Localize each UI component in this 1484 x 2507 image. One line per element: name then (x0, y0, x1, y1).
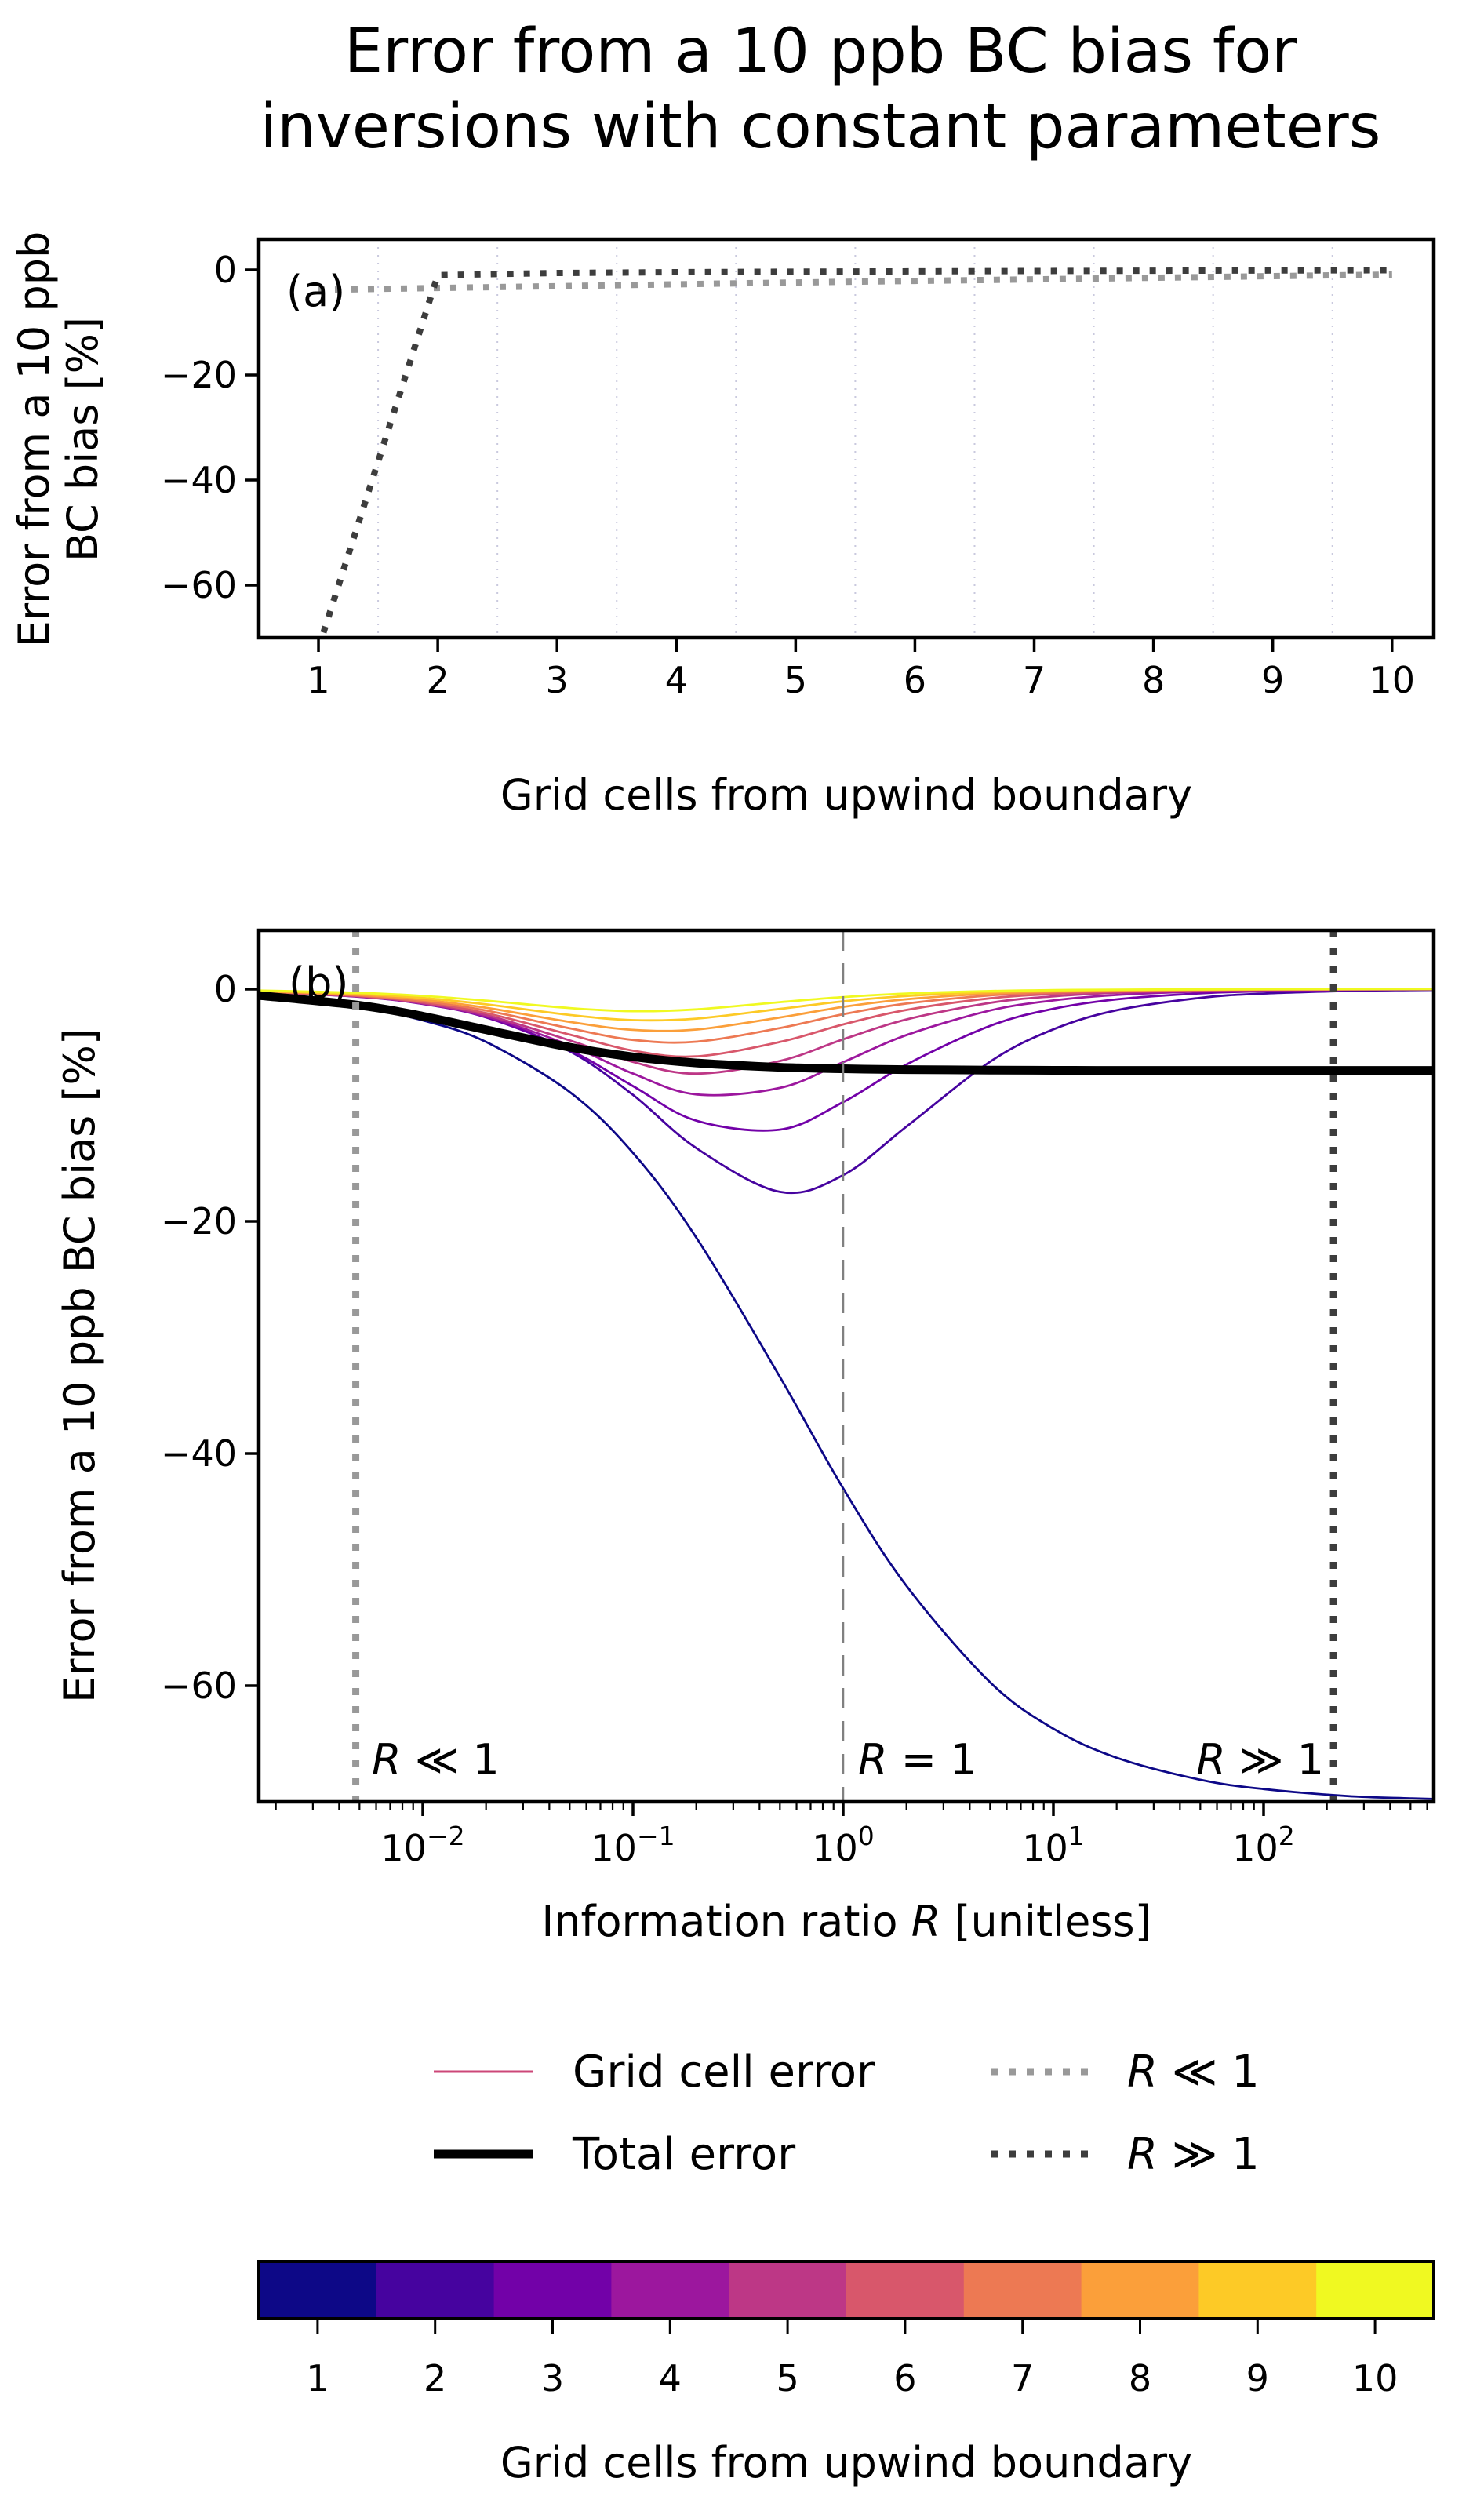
annotation-r-much-less: R ≪ 1 (372, 1735, 500, 1785)
panel-a-xlabel: Grid cells from upwind boundary (500, 770, 1192, 820)
colorbar-segment-7 (963, 2261, 1082, 2319)
colorbar-tick-label: 4 (659, 2357, 682, 2400)
panel-b-x-tick-label: 10−1 (591, 1821, 675, 1869)
panel-b-x-tick-label: 101 (1022, 1821, 1085, 1869)
colorbar-tick-label: 3 (541, 2357, 564, 2400)
panel-b-curve-cell-3 (259, 988, 1434, 1132)
colorbar-segment-4 (611, 2261, 729, 2319)
figure-title-line2: inversions with constant parameters (260, 92, 1381, 162)
colorbar-segment-9 (1198, 2261, 1317, 2319)
colorbar-tick-label: 2 (424, 2357, 446, 2400)
panel-a-gridlines (377, 239, 1333, 638)
colorbar-tick-label: 9 (1246, 2357, 1269, 2400)
panel-a-frame (256, 237, 1436, 640)
colorbar-border (257, 2260, 1435, 2320)
annotation-r-equals-1: R = 1 (858, 1735, 977, 1785)
panel-b-reference-lines (352, 930, 1337, 1802)
panel-a-ylabel-line2: BC bias [%] (58, 317, 107, 562)
panel-a-series (318, 267, 1392, 638)
panel-a-border (256, 237, 1436, 640)
panel-b-curve-cell-1 (259, 995, 1434, 1800)
panel-a-ticks: 1 2 3 4 5 6 7 8 9 10 0 −20 −40 −60 (161, 249, 1415, 701)
panel-a-x-tick-label: 5 (784, 659, 807, 701)
panel-b-y-tick-label: −60 (161, 1665, 237, 1707)
legend-grid-cell-error-label: Grid cell error (573, 2047, 875, 2098)
panel-a-x-tick-label: 10 (1369, 659, 1415, 701)
panel-b-frame (256, 928, 1436, 1804)
panel-a-x-tick-label: 4 (665, 659, 688, 701)
panel-a-x-tick-label: 9 (1261, 659, 1284, 701)
panel-a-y-tick-label: 0 (214, 249, 237, 291)
panel-a-x-tick-label: 1 (307, 659, 329, 701)
panel-b-x-tick-label: 10−2 (380, 1821, 464, 1869)
colorbar-segment-2 (376, 2261, 495, 2319)
annotation-r-much-greater: R ≫ 1 (1196, 1735, 1324, 1785)
panel-b-y-tick-label: −20 (161, 1200, 237, 1243)
legend-r-much-greater-label: R ≫ 1 (1127, 2129, 1260, 2180)
colorbar-tick-label: 8 (1129, 2357, 1151, 2400)
panel-a-y-tick-label: −40 (161, 459, 237, 501)
panel-b-series (259, 988, 1434, 1800)
legend: Grid cell error Total error R ≪ 1 R ≫ 1 (434, 2047, 1260, 2180)
colorbar-tick-label: 6 (893, 2357, 916, 2400)
colorbar-tick-label: 10 (1352, 2357, 1399, 2400)
panel-a-x-tick-label: 6 (904, 659, 926, 701)
panel-a-y-tick-label: −60 (161, 564, 237, 606)
colorbar-tick-label: 7 (1011, 2357, 1034, 2400)
colorbar-segment-3 (493, 2261, 612, 2319)
panel-b-x-tick-label: 102 (1232, 1821, 1295, 1869)
colorbar: 1 2 3 4 5 6 7 8 9 10 (257, 2260, 1435, 2400)
colorbar-tick-label: 5 (776, 2357, 798, 2400)
panel-a-ylabel-line1: Error from a 10 ppb (9, 231, 59, 648)
panel-b-ticks: 10−2 10−1 100 101 102 0 −20 −40 −60 (161, 968, 1428, 1869)
panel-b-total-error-curve (259, 991, 1434, 1075)
legend-total-error-label: Total error (572, 2129, 796, 2180)
panel-b-y-tick-label: −40 (161, 1432, 237, 1475)
colorbar-segment-1 (259, 2261, 377, 2319)
colorbar-segment-5 (729, 2261, 847, 2319)
colorbar-tick-label: 1 (306, 2357, 329, 2400)
panel-b-xlabel: Information ratio R [unitless] (541, 1897, 1151, 1946)
panel-b-tag: (b) (289, 959, 348, 1008)
colorbar-label: Grid cells from upwind boundary (500, 2438, 1192, 2487)
panel-b-border (256, 928, 1436, 1804)
panel-a-x-tick-label: 2 (426, 659, 449, 701)
panel-a-x-tick-label: 8 (1142, 659, 1165, 701)
panel-a-y-tick-label: −20 (161, 354, 237, 396)
panel-a-x-tick-label: 3 (546, 659, 569, 701)
panel-a-tag: (a) (286, 267, 345, 316)
colorbar-segment-6 (846, 2261, 965, 2319)
panel-b-y-tick-label: 0 (214, 968, 237, 1010)
colorbar-segment-8 (1081, 2261, 1199, 2319)
panel-a-curve-r-much-greater (318, 267, 1392, 638)
panel-a-curve-r-much-less (318, 271, 1392, 293)
legend-r-much-less-label: R ≪ 1 (1127, 2047, 1260, 2098)
panel-b-ylabel: Error from a 10 ppb BC bias [%] (55, 1028, 104, 1703)
panel-b-x-tick-label: 100 (812, 1821, 875, 1869)
panel-b-curve-cell-10 (259, 988, 1434, 1013)
panel-a-x-tick-label: 7 (1023, 659, 1046, 701)
colorbar-segment-10 (1316, 2261, 1435, 2319)
figure-title-line1: Error from a 10 ppb BC bias for (344, 16, 1297, 87)
